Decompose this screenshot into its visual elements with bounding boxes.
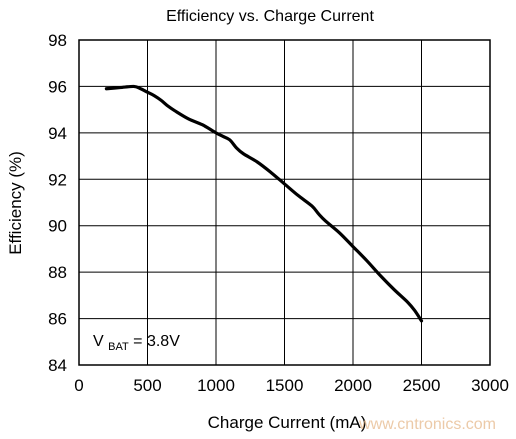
y-tick-label: 88 [48,263,67,282]
annotation-suffix: = 3.8V [133,333,180,350]
y-tick-label: 84 [48,356,67,375]
x-tick-label: 2500 [403,376,441,395]
y-axis-ticks: 84 86 88 90 92 94 96 98 [48,31,67,375]
plot-frame [78,39,491,366]
x-tick-label: 500 [133,376,161,395]
y-axis-label: Efficiency (%) [6,151,25,255]
efficiency-series-line [104,84,424,323]
y-tick-label: 96 [48,77,67,96]
x-tick-label: 2000 [334,376,372,395]
x-axis-ticks: 0 500 1000 1500 2000 2500 3000 [74,376,509,395]
x-tick-label: 3000 [471,376,509,395]
y-tick-label: 86 [48,310,67,329]
y-tick-label: 98 [48,31,67,50]
chart-title: Efficiency vs. Charge Current [166,8,374,25]
y-tick-label: 90 [48,217,67,236]
x-tick-label: 1500 [266,376,304,395]
y-tick-label: 94 [48,124,67,143]
vbat-annotation: V BAT = 3.8V [93,333,180,354]
series-layer [104,84,424,323]
x-tick-label: 1000 [197,376,235,395]
annotation-subscript: BAT [108,341,129,353]
x-axis-label: Charge Current (mA) [208,413,367,432]
watermark: www.cntronics.com [358,416,496,433]
y-tick-label: 92 [48,170,67,189]
grid-lines [79,40,490,365]
x-tick-label: 0 [74,376,83,395]
annotation-prefix: V [93,333,104,350]
